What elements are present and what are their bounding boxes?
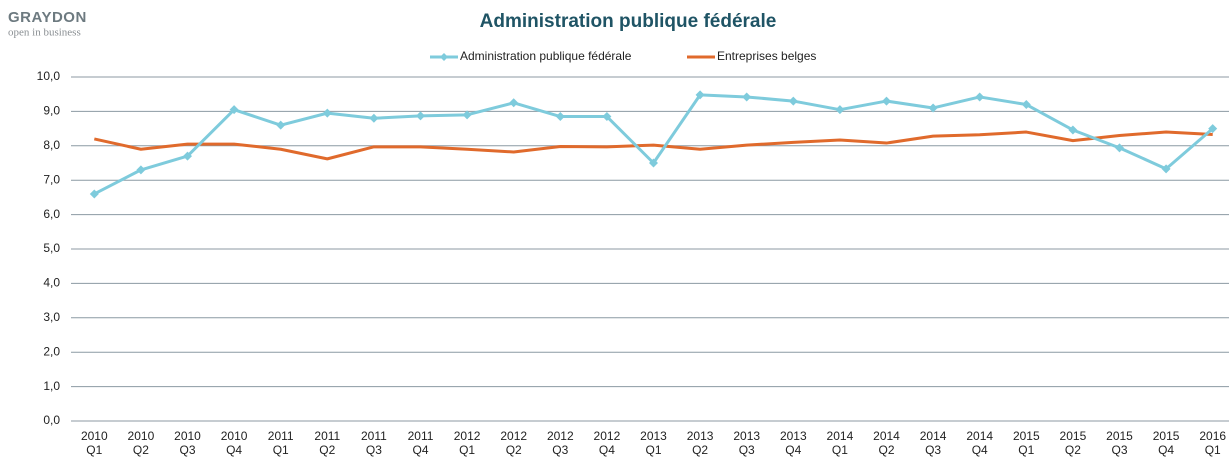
x-tick-label: Q2 [133, 443, 149, 457]
x-tick-label: Q3 [179, 443, 195, 457]
y-tick-label: 1,0 [43, 379, 60, 393]
x-tick-label: Q2 [319, 443, 335, 457]
data-point [602, 112, 612, 122]
x-tick-label: 2015 [1060, 429, 1087, 443]
data-point [229, 105, 239, 115]
x-tick-label: 2012 [500, 429, 527, 443]
y-tick-label: 8,0 [43, 138, 60, 152]
data-point [928, 103, 938, 113]
x-tick-label: 2012 [547, 429, 574, 443]
x-tick-label: 2012 [454, 429, 481, 443]
x-tick-label: Q3 [739, 443, 755, 457]
data-point [695, 90, 705, 100]
y-tick-label: 2,0 [43, 344, 60, 358]
data-point [1161, 164, 1171, 174]
x-tick-label: Q1 [459, 443, 475, 457]
x-tick-label: 2013 [687, 429, 714, 443]
data-point [369, 113, 379, 123]
y-tick-label: 4,0 [43, 276, 60, 290]
x-tick-label: Q1 [832, 443, 848, 457]
data-point [742, 92, 752, 102]
x-tick-label: Q4 [599, 443, 615, 457]
data-point [1021, 100, 1031, 110]
x-tick-label: Q3 [552, 443, 568, 457]
x-tick-label: Q3 [1111, 443, 1127, 457]
x-tick-label: Q4 [785, 443, 801, 457]
x-tick-label: 2011 [408, 429, 434, 443]
data-point [1068, 125, 1078, 135]
data-point [788, 96, 798, 106]
x-tick-label: 2013 [780, 429, 807, 443]
x-tick-label: 2011 [361, 429, 387, 443]
x-tick-label: Q2 [506, 443, 522, 457]
x-tick-label: 2013 [640, 429, 667, 443]
y-tick-label: 0,0 [43, 413, 60, 427]
series-line [93, 130, 1213, 161]
x-tick-label: 2012 [594, 429, 621, 443]
x-tick-label: Q2 [692, 443, 708, 457]
chart-title: Administration publique fédérale [480, 11, 777, 32]
x-tick-label: 2010 [81, 429, 108, 443]
x-tick-label: 2015 [1106, 429, 1133, 443]
x-tick-label: Q4 [972, 443, 988, 457]
data-point [136, 165, 146, 175]
data-point [1208, 124, 1218, 134]
logo-name: GRAYDON [8, 9, 87, 26]
y-tick-label: 3,0 [43, 310, 60, 324]
x-tick-label: 2013 [733, 429, 760, 443]
y-tick-label: 9,0 [43, 104, 60, 118]
x-tick-label: Q1 [1205, 443, 1221, 457]
x-tick-label: 2011 [268, 429, 294, 443]
data-point [509, 98, 519, 108]
x-tick-label: Q2 [878, 443, 894, 457]
x-tick-label: Q4 [1158, 443, 1174, 457]
x-tick-label: 2014 [920, 429, 947, 443]
x-tick-label: Q4 [412, 443, 428, 457]
legend-label: Entreprises belges [717, 49, 816, 63]
y-tick-label: 10,0 [37, 69, 61, 83]
data-point [975, 92, 985, 102]
data-point [276, 120, 286, 130]
x-tick-label: Q1 [273, 443, 289, 457]
data-point [183, 151, 192, 161]
data-point [882, 96, 891, 106]
x-tick-label: Q1 [645, 443, 661, 457]
legend-label: Administration publique fédérale [460, 49, 632, 63]
x-tick-label: Q1 [1018, 443, 1034, 457]
x-tick-label: 2015 [1013, 429, 1040, 443]
x-tick-label: Q3 [925, 443, 941, 457]
x-tick-label: 2010 [221, 429, 248, 443]
data-point [462, 110, 472, 120]
x-tick-label: 2014 [873, 429, 900, 443]
data-point [835, 105, 845, 115]
data-point [322, 108, 332, 118]
data-point [89, 189, 99, 199]
x-tick-label: 2010 [128, 429, 155, 443]
data-point [1115, 143, 1124, 153]
x-tick-label: Q1 [86, 443, 102, 457]
data-point [649, 158, 658, 168]
x-tick-label: 2015 [1153, 429, 1180, 443]
y-tick-label: 5,0 [43, 241, 60, 255]
logo-tagline: open in business [8, 27, 81, 39]
data-point [555, 112, 565, 122]
x-tick-label: 2011 [314, 429, 340, 443]
x-tick-label: Q4 [226, 443, 242, 457]
legend-marker [440, 53, 448, 61]
x-tick-label: 2014 [966, 429, 993, 443]
y-tick-label: 6,0 [43, 207, 60, 221]
y-tick-label: 7,0 [43, 172, 60, 186]
x-tick-label: Q2 [1065, 443, 1081, 457]
x-tick-label: 2016 [1199, 429, 1226, 443]
x-tick-label: 2014 [827, 429, 854, 443]
data-point [416, 111, 425, 121]
x-tick-label: 2010 [174, 429, 201, 443]
x-tick-label: Q3 [366, 443, 382, 457]
